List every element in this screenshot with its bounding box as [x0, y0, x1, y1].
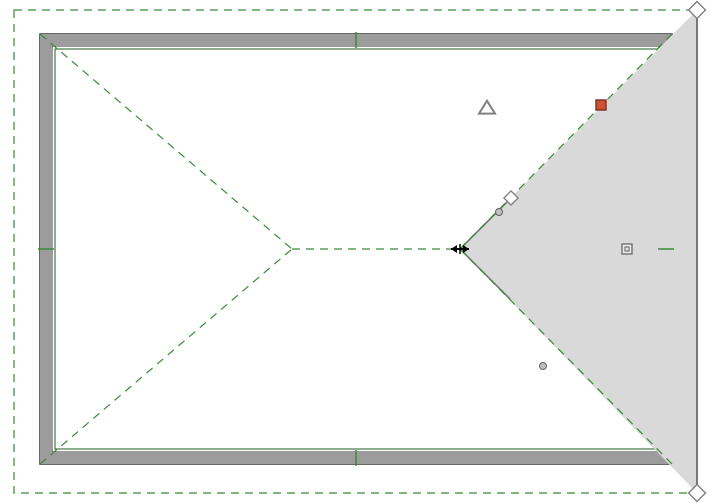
- face-center-handle[interactable]: [622, 244, 632, 254]
- selection-corner-handle-1[interactable]: [689, 485, 706, 502]
- selection-corner-handle-0[interactable]: [689, 2, 706, 19]
- slope-defining-marker[interactable]: [596, 100, 606, 110]
- edge-round-handle-1[interactable]: [540, 363, 547, 370]
- selected-roof-face[interactable]: [460, 10, 697, 493]
- roof-hip-line-1: [40, 249, 292, 464]
- cad-roof-plan-viewport[interactable]: [0, 0, 711, 503]
- slope-direction-icon[interactable]: [479, 101, 495, 114]
- edge-round-handle-0[interactable]: [496, 209, 503, 216]
- roof-hip-line-0: [40, 34, 292, 249]
